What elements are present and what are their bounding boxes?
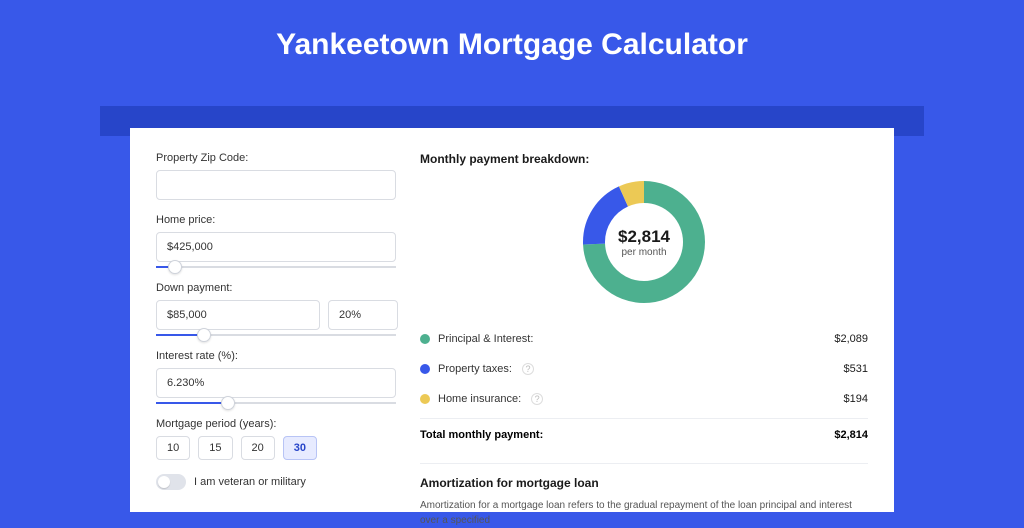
period-option-30[interactable]: 30: [283, 436, 317, 460]
line-value: $2,089: [834, 333, 868, 345]
down-payment-percent-input[interactable]: [328, 300, 398, 330]
veteran-label: I am veteran or military: [194, 476, 306, 488]
period-option-10[interactable]: 10: [156, 436, 190, 460]
donut-amount: $2,814: [618, 227, 670, 247]
home-price-slider[interactable]: [156, 266, 396, 268]
breakdown-title: Monthly payment breakdown:: [420, 152, 868, 166]
payment-donut-chart: $2,814 per month: [580, 178, 708, 306]
calculator-card: Property Zip Code: Home price: Down paym…: [130, 128, 894, 512]
total-value: $2,814: [834, 429, 868, 441]
line-label: Principal & Interest:: [438, 333, 533, 345]
slider-fill: [156, 402, 228, 404]
slider-thumb[interactable]: [221, 396, 235, 410]
period-option-15[interactable]: 15: [198, 436, 232, 460]
dot-icon: [420, 334, 430, 344]
donut-wrap: $2,814 per month: [420, 178, 868, 306]
dot-icon: [420, 364, 430, 374]
interest-rate-input[interactable]: [156, 368, 396, 398]
home-price-input[interactable]: [156, 232, 396, 262]
amortization-title: Amortization for mortgage loan: [420, 463, 868, 490]
line-label: Property taxes:: [438, 363, 512, 375]
dot-icon: [420, 394, 430, 404]
down-payment-amount-input[interactable]: [156, 300, 320, 330]
mortgage-period-options: 10 15 20 30: [156, 436, 396, 460]
mortgage-period-label: Mortgage period (years):: [156, 418, 396, 430]
info-icon[interactable]: ?: [522, 363, 534, 375]
line-item-home-insurance: Home insurance: ? $194: [420, 384, 868, 414]
down-payment-row: [156, 300, 396, 330]
line-item-property-taxes: Property taxes: ? $531: [420, 354, 868, 384]
zip-field-group: Property Zip Code:: [156, 152, 396, 200]
zip-label: Property Zip Code:: [156, 152, 396, 164]
total-row: Total monthly payment: $2,814: [420, 418, 868, 455]
down-payment-label: Down payment:: [156, 282, 396, 294]
total-label: Total monthly payment:: [420, 429, 543, 441]
line-label: Home insurance:: [438, 393, 521, 405]
down-payment-slider[interactable]: [156, 334, 396, 336]
donut-sub: per month: [621, 247, 666, 258]
home-price-field-group: Home price:: [156, 214, 396, 268]
info-icon[interactable]: ?: [531, 393, 543, 405]
period-option-20[interactable]: 20: [241, 436, 275, 460]
line-value: $531: [844, 363, 868, 375]
interest-rate-field-group: Interest rate (%):: [156, 350, 396, 404]
amortization-text: Amortization for a mortgage loan refers …: [420, 498, 868, 528]
toggle-knob: [158, 476, 170, 488]
interest-rate-slider[interactable]: [156, 402, 396, 404]
slider-thumb[interactable]: [168, 260, 182, 274]
page-title: Yankeetown Mortgage Calculator: [0, 0, 1024, 82]
slider-thumb[interactable]: [197, 328, 211, 342]
veteran-toggle[interactable]: [156, 474, 186, 490]
line-item-principal-interest: Principal & Interest: $2,089: [420, 324, 868, 354]
form-column: Property Zip Code: Home price: Down paym…: [156, 152, 396, 512]
interest-rate-label: Interest rate (%):: [156, 350, 396, 362]
veteran-toggle-row: I am veteran or military: [156, 474, 396, 490]
line-value: $194: [844, 393, 868, 405]
donut-center: $2,814 per month: [580, 178, 708, 306]
down-payment-field-group: Down payment:: [156, 282, 396, 336]
mortgage-period-field-group: Mortgage period (years): 10 15 20 30: [156, 418, 396, 460]
zip-input[interactable]: [156, 170, 396, 200]
breakdown-column: Monthly payment breakdown: $2,814 per mo…: [420, 152, 868, 512]
home-price-label: Home price:: [156, 214, 396, 226]
